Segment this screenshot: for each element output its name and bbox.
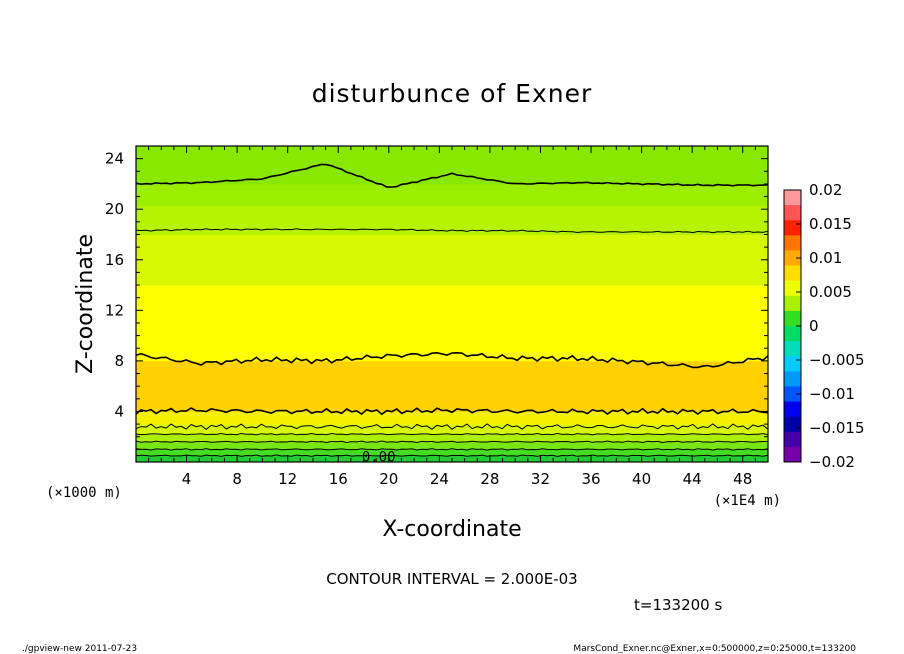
color-band-11 bbox=[136, 146, 768, 185]
color-band-8 bbox=[136, 234, 768, 286]
footer-left: ./gpview-new 2011-07-23 bbox=[22, 644, 137, 654]
contour-line-2 bbox=[135, 440, 768, 444]
colorbar-segment bbox=[784, 280, 801, 297]
x-tick-label: 32 bbox=[531, 470, 550, 488]
colorbar-segment bbox=[784, 416, 801, 433]
colorbar-segment bbox=[784, 356, 801, 372]
contour-line-3 bbox=[135, 432, 769, 436]
x-axis-label: X-coordinate bbox=[382, 517, 521, 542]
x-tick-label: 40 bbox=[632, 470, 651, 488]
x-tick-label: 16 bbox=[329, 470, 348, 488]
colorbar-segment bbox=[784, 190, 801, 206]
x-tick-label: 4 bbox=[182, 470, 192, 488]
colorbar-segment bbox=[784, 205, 801, 221]
colorbar-segment bbox=[784, 250, 801, 266]
y-tick-label: 12 bbox=[105, 301, 124, 319]
contour-line-4 bbox=[135, 423, 769, 431]
color-band-1 bbox=[136, 449, 768, 457]
contour-label: 0.00 bbox=[362, 449, 396, 465]
colorbar-tick-label: 0.005 bbox=[809, 283, 852, 301]
x-tick-label: 20 bbox=[379, 470, 398, 488]
color-band-7 bbox=[136, 285, 768, 362]
chart-title: disturbunce of Exner bbox=[312, 79, 593, 108]
y-axis-ticks: 4 8 12 16 20 24 bbox=[105, 150, 768, 450]
colorbar-segment bbox=[784, 371, 801, 387]
contour-line-0 bbox=[135, 454, 769, 457]
contour-line-6 bbox=[135, 351, 769, 369]
x-tick-label: 8 bbox=[232, 470, 242, 488]
contour-interval: CONTOUR INTERVAL = 2.000E-03 bbox=[326, 570, 577, 588]
colorbar-segment bbox=[784, 220, 801, 236]
y-tick-label: 20 bbox=[105, 200, 124, 218]
colorbar-segment bbox=[784, 446, 801, 463]
colorbar-segment bbox=[784, 431, 801, 448]
y-tick-label: 24 bbox=[105, 150, 124, 168]
color-bands bbox=[136, 146, 768, 463]
y-axis-unit: (×1000 m) bbox=[46, 485, 122, 501]
y-tick-label: 16 bbox=[105, 251, 124, 269]
colorbar-segment bbox=[784, 265, 801, 282]
color-band-10 bbox=[136, 183, 768, 206]
x-axis-ticks: 4 8 12 16 20 24 28 32 36 40 44 48 bbox=[148, 146, 756, 488]
footer-right: MarsCond_Exner.nc@Exner,x=0:500000,z=0:2… bbox=[573, 644, 856, 654]
x-tick-label: 12 bbox=[278, 470, 297, 488]
y-tick-label: 8 bbox=[114, 352, 124, 370]
colorbar-tick-label: 0 bbox=[809, 317, 819, 335]
color-band-3 bbox=[136, 434, 768, 443]
color-band-9 bbox=[136, 205, 768, 235]
x-tick-label: 36 bbox=[581, 470, 600, 488]
colorbar-segment bbox=[784, 310, 801, 327]
colorbar-segment bbox=[784, 386, 801, 402]
color-band-6 bbox=[136, 360, 768, 412]
contour-line-5 bbox=[135, 407, 769, 416]
x-axis-unit: (×1E4 m) bbox=[714, 493, 781, 509]
colorbar-tick-label: −0.02 bbox=[809, 453, 855, 471]
colorbar-segment bbox=[784, 326, 801, 342]
colorbar-tick-label: −0.015 bbox=[809, 419, 865, 437]
colorbar-tick-label: −0.005 bbox=[809, 351, 865, 369]
colorbar-segment bbox=[784, 295, 801, 312]
contour-line-7 bbox=[135, 228, 769, 234]
contour-lines bbox=[135, 163, 769, 457]
contour-line-1 bbox=[135, 448, 769, 451]
y-tick-label: 4 bbox=[114, 402, 124, 420]
colorbar-segment bbox=[784, 341, 801, 357]
colorbar: 0.02 0.015 0.01 0.005 0 −0.005 −0.01 −0.015 −0.0… bbox=[783, 181, 865, 471]
colorbar-segment bbox=[784, 235, 801, 251]
colorbar-tick-label: 0.015 bbox=[809, 215, 852, 233]
x-tick-label: 44 bbox=[683, 470, 702, 488]
colorbar-tick-label: −0.01 bbox=[809, 385, 855, 403]
colorbar-tick-label: 0.02 bbox=[809, 181, 842, 199]
x-tick-label: 48 bbox=[733, 470, 752, 488]
contour-line-8 bbox=[135, 163, 769, 188]
color-band-2 bbox=[136, 441, 768, 450]
x-tick-label: 28 bbox=[480, 470, 499, 488]
colorbar-segment bbox=[784, 401, 801, 418]
time-label: t=133200 s bbox=[634, 596, 722, 614]
x-tick-label: 24 bbox=[430, 470, 449, 488]
color-band-5 bbox=[136, 411, 768, 425]
y-axis-label: Z-coordinate bbox=[73, 234, 98, 374]
colorbar-tick-label: 0.01 bbox=[809, 249, 842, 267]
